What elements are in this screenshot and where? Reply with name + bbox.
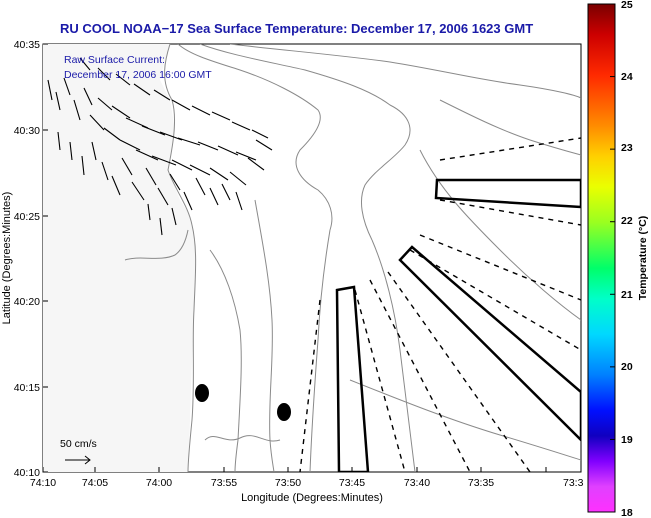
x-tick-label: 73:35 bbox=[468, 477, 494, 489]
y-tick-label: 40:25 bbox=[14, 211, 40, 223]
station-marker bbox=[277, 403, 291, 421]
dashed-transects bbox=[299, 137, 581, 472]
axis-tick-marks bbox=[42, 43, 547, 473]
scale-arrow bbox=[65, 455, 91, 465]
colorbar-tick-label: 24 bbox=[621, 71, 633, 83]
colorbar-tick-label: 23 bbox=[621, 142, 633, 154]
colorbar-tick-label: 22 bbox=[621, 215, 633, 227]
x-tick-label: 73:55 bbox=[211, 477, 237, 489]
x-tick-label: 74:10 bbox=[30, 477, 56, 489]
colorbar-tick-label: 20 bbox=[621, 361, 633, 373]
y-tick-label: 40:35 bbox=[14, 39, 40, 51]
x-tick-label: 74:00 bbox=[146, 477, 172, 489]
x-axis-label: Longitude (Degrees:Minutes) bbox=[241, 492, 383, 504]
colorbar bbox=[587, 3, 616, 513]
x-tick-label: 74:05 bbox=[82, 477, 108, 489]
solid-boxes bbox=[335, 178, 581, 472]
x-tick-label: 73:40 bbox=[404, 477, 430, 489]
x-tick-label: 73:50 bbox=[275, 477, 301, 489]
y-tick-label: 40:15 bbox=[14, 382, 40, 394]
scale-label: 50 cm/s bbox=[60, 438, 97, 450]
colorbar-tick-label: 18 bbox=[621, 507, 633, 518]
colorbar-tick-label: 25 bbox=[621, 0, 633, 11]
x-tick-labels: 74:10 74:05 74:00 73:55 73:50 73:45 73:4… bbox=[30, 477, 584, 489]
y-tick-label: 40:20 bbox=[14, 296, 40, 308]
y-tick-labels: 40:35 40:30 40:25 40:20 40:15 40:10 bbox=[14, 39, 40, 479]
y-tick-label: 40:10 bbox=[14, 467, 40, 479]
annotation-line-2: December 17, 2006 16:00 GMT bbox=[64, 69, 212, 81]
colorbar-tick-label: 21 bbox=[621, 289, 633, 301]
station-marker bbox=[195, 384, 209, 402]
colorbar-tick-labels: 25 24 23 22 21 20 19 18 bbox=[621, 0, 633, 518]
bathymetry-contours bbox=[124, 44, 581, 472]
surface-current-vectors bbox=[47, 57, 273, 236]
x-tick-label: 73:45 bbox=[339, 477, 365, 489]
figure-title: RU COOL NOAA−17 Sea Surface Temperature:… bbox=[60, 21, 533, 36]
x-tick-label: 73:3 bbox=[563, 477, 584, 489]
annotation-line-1: Raw Surface Current: bbox=[64, 54, 165, 66]
colorbar-tick-marks bbox=[610, 3, 615, 513]
y-tick-label: 40:30 bbox=[14, 125, 40, 137]
colorbar-label: Temperature (°C) bbox=[637, 216, 649, 301]
land-region bbox=[43, 44, 196, 472]
colorbar-tick-label: 19 bbox=[621, 434, 633, 446]
y-axis-label: Latitude (Degrees:Minutes) bbox=[1, 192, 13, 325]
